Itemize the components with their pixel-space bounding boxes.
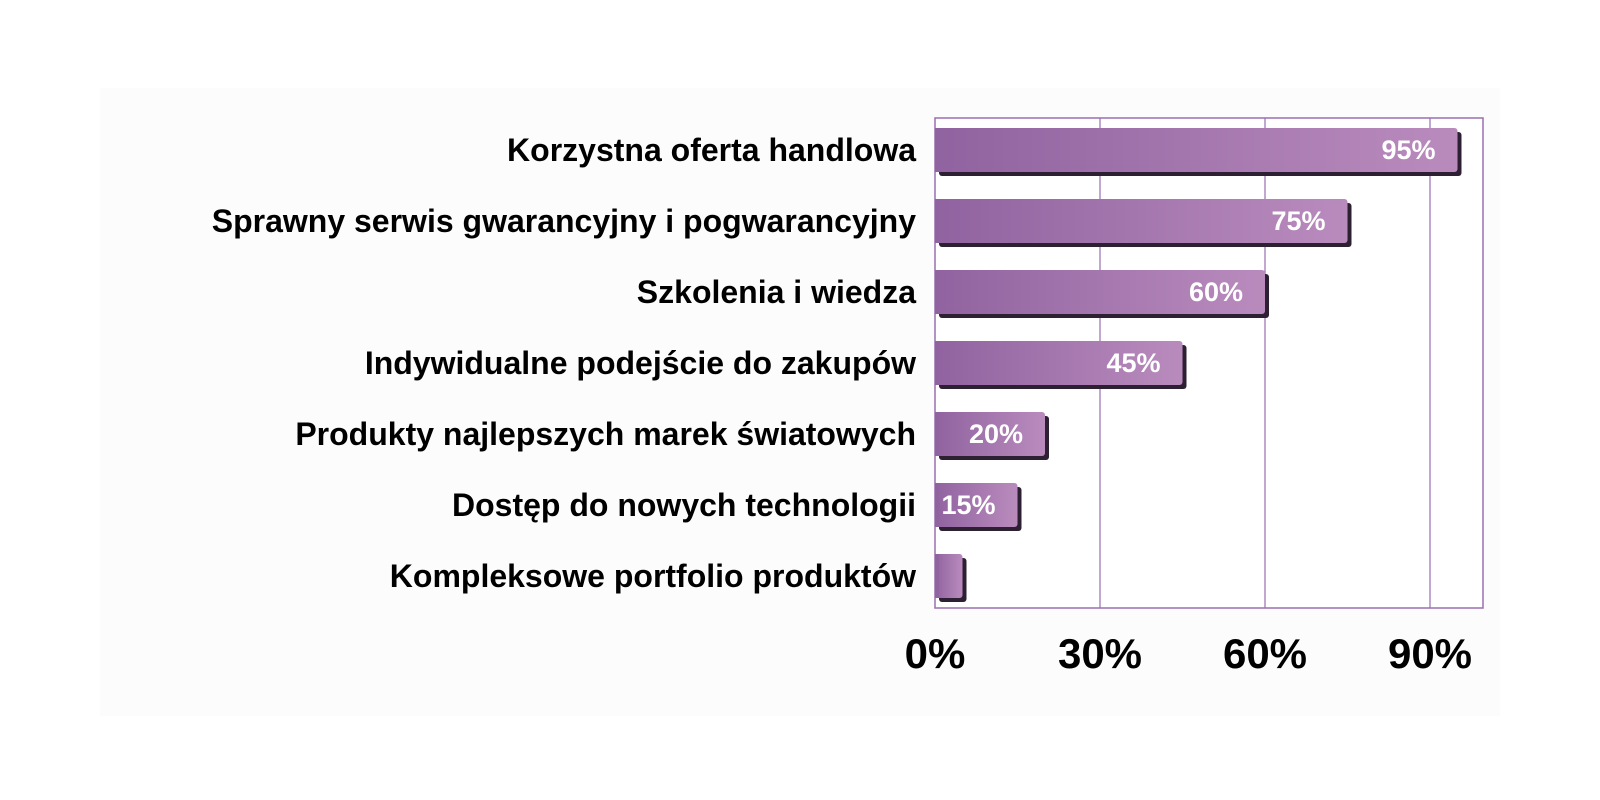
x-axis-tick-labels: 0% 30% 60% 90%: [905, 630, 1472, 677]
bar-group: 45%: [935, 341, 1187, 389]
data-label: 45%: [1106, 348, 1160, 378]
category-label: Produkty najlepszych marek światowych: [295, 416, 916, 452]
bar-group: 60%: [935, 270, 1269, 318]
bar-cap: [935, 554, 939, 598]
data-label: 20%: [969, 419, 1023, 449]
bars: 95% 75% 60% 45% 20% 15%: [935, 128, 1462, 602]
bar-cap: [935, 270, 939, 314]
bar: [935, 554, 963, 598]
bar-group: 20%: [935, 412, 1049, 460]
data-label: 95%: [1381, 135, 1435, 165]
bar: [935, 412, 1045, 456]
category-label: Szkolenia i wiedza: [637, 274, 916, 310]
bar-group: 75%: [935, 199, 1352, 247]
bar-cap: [935, 412, 939, 456]
category-label: Sprawny serwis gwarancyjny i pogwarancyj…: [212, 203, 916, 239]
x-tick-label: 90%: [1388, 630, 1472, 677]
category-labels: Korzystna oferta handlowa Sprawny serwis …: [212, 132, 916, 594]
bar-cap: [935, 128, 939, 172]
x-tick-label: 30%: [1058, 630, 1142, 677]
bar-group: 15%: [935, 483, 1022, 531]
bar-cap: [935, 483, 939, 527]
bar-group: 95%: [935, 128, 1462, 176]
bar-group: [935, 554, 967, 602]
category-label: Indywidualne podejście do zakupów: [365, 345, 916, 381]
data-label: 60%: [1189, 277, 1243, 307]
bar: [935, 128, 1458, 172]
x-tick-label: 0%: [905, 630, 966, 677]
data-label: 15%: [941, 490, 995, 520]
category-label: Dostęp do nowych technologii: [452, 487, 916, 523]
bar: [935, 483, 1018, 527]
bar: [935, 199, 1348, 243]
bar-cap: [935, 199, 939, 243]
data-label: 75%: [1271, 206, 1325, 236]
bar: [935, 270, 1265, 314]
x-tick-label: 60%: [1223, 630, 1307, 677]
bar: [935, 341, 1183, 385]
category-label: Kompleksowe portfolio produktów: [390, 558, 916, 594]
category-label: Korzystna oferta handlowa: [507, 132, 916, 168]
bar-cap: [935, 341, 939, 385]
